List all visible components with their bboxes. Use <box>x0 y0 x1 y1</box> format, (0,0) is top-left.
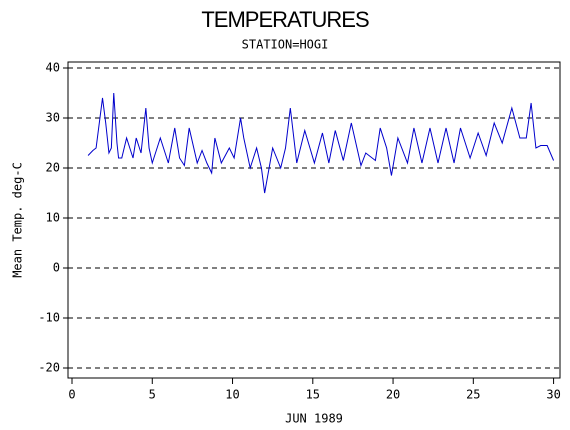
plot-frame <box>67 61 561 379</box>
x-tick-label: 0 <box>68 388 75 402</box>
chart-subtitle: STATION=HOGI <box>242 38 329 52</box>
x-axis-label: JUN 1989 <box>285 412 343 426</box>
y-tick-label: 20 <box>46 161 60 175</box>
x-tick-label: 30 <box>546 388 560 402</box>
chart-title: TEMPERATURES <box>201 7 369 32</box>
y-tick-label: 30 <box>46 111 60 125</box>
x-tick-label: 5 <box>149 388 156 402</box>
y-axis-label: Mean Temp. deg-C <box>11 162 25 278</box>
x-tick-label: 25 <box>466 388 480 402</box>
x-tick-label: 20 <box>386 388 400 402</box>
y-tick-label: 40 <box>46 61 60 75</box>
data-line <box>87 92 555 194</box>
y-tick-label: 0 <box>53 261 60 275</box>
x-tick-label: 10 <box>225 388 239 402</box>
y-tick-label: -20 <box>38 361 60 375</box>
x-tick-label: 15 <box>306 388 320 402</box>
y-tick-label: -10 <box>38 311 60 325</box>
y-tick-label: 10 <box>46 211 60 225</box>
